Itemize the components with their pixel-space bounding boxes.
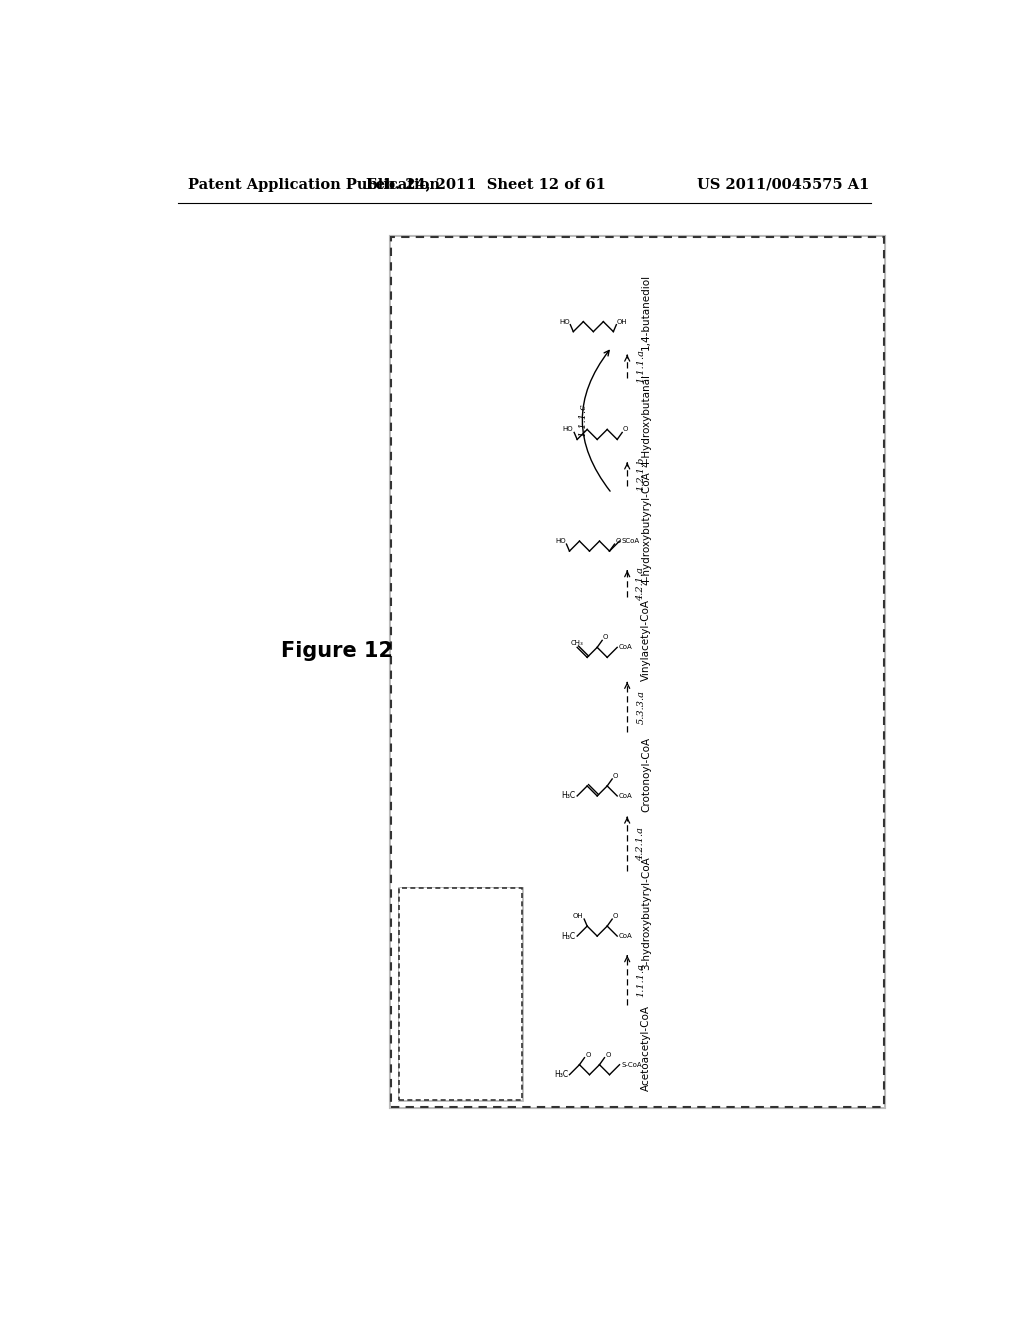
Text: O: O (615, 539, 621, 544)
Bar (391, 238, 884, 1107)
Text: OH: OH (617, 318, 628, 325)
Text: H₃C: H₃C (554, 1071, 568, 1080)
Text: 5.3.3.a: 5.3.3.a (637, 690, 645, 725)
Text: O: O (613, 913, 618, 919)
Text: OH: OH (572, 913, 584, 919)
Text: 4-hydroxybutyryl-CoA: 4-hydroxybutyryl-CoA (641, 471, 651, 585)
Text: CoA: CoA (618, 793, 633, 799)
Text: 1.1.1.c: 1.1.1.c (579, 404, 587, 437)
Bar (398, 888, 521, 1100)
Text: Crotonoyl-CoA: Crotonoyl-CoA (641, 737, 651, 812)
Text: O: O (613, 774, 618, 779)
Text: Figure 12: Figure 12 (281, 642, 393, 661)
Text: Acetoacetyl-CoA: Acetoacetyl-CoA (641, 1005, 651, 1090)
Text: HO: HO (563, 426, 573, 433)
Text: 1,4-butanediol: 1,4-butanediol (641, 275, 651, 351)
Text: US 2011/0045575 A1: US 2011/0045575 A1 (697, 178, 869, 191)
Text: Feb. 24, 2011  Sheet 12 of 61: Feb. 24, 2011 Sheet 12 of 61 (367, 178, 606, 191)
Text: CoA: CoA (618, 933, 633, 939)
Text: HO: HO (559, 318, 569, 325)
Text: 4-Hydroxybutanal: 4-Hydroxybutanal (641, 374, 651, 467)
Text: CH₃: CH₃ (570, 640, 584, 645)
Text: O: O (623, 426, 629, 433)
Text: SCoA: SCoA (621, 539, 639, 544)
Text: H₃C: H₃C (561, 792, 575, 800)
Text: 4.2.1.a: 4.2.1.a (637, 566, 645, 601)
Text: 3-hydroxybutyryl-CoA: 3-hydroxybutyryl-CoA (641, 857, 651, 970)
Text: HO: HO (555, 539, 565, 544)
Text: CoA: CoA (618, 644, 633, 651)
Bar (398, 888, 521, 1100)
Text: Patent Application Publication: Patent Application Publication (188, 178, 440, 191)
Text: O: O (603, 635, 608, 640)
Text: O: O (605, 1052, 610, 1057)
Text: Vinylacetyl-CoA: Vinylacetyl-CoA (641, 599, 651, 681)
Bar (391, 238, 884, 1107)
Text: O: O (586, 1052, 591, 1057)
Text: S‐CoA: S‐CoA (621, 1061, 642, 1068)
Text: 4.2.1.a: 4.2.1.a (637, 826, 645, 861)
Text: 1.2.1.b: 1.2.1.b (637, 457, 645, 491)
Text: 1.1.1.a: 1.1.1.a (637, 350, 645, 383)
Text: 1.1.1.a: 1.1.1.a (637, 964, 645, 998)
Text: H₃C: H₃C (561, 932, 575, 941)
